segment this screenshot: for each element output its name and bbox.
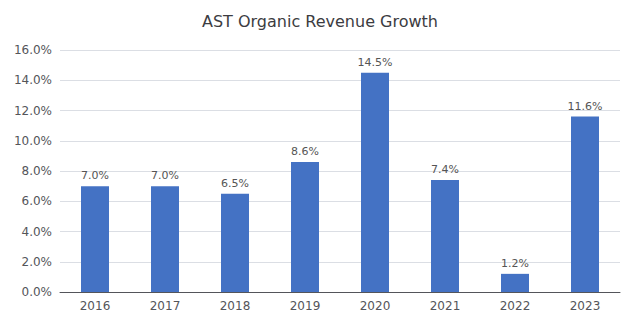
svg-text:7.4%: 7.4% (431, 163, 459, 176)
svg-text:2019: 2019 (290, 299, 321, 313)
svg-text:2022: 2022 (500, 299, 531, 313)
svg-text:2021: 2021 (430, 299, 461, 313)
svg-text:2020: 2020 (360, 299, 391, 313)
svg-text:7.0%: 7.0% (151, 169, 179, 182)
svg-text:10.0%: 10.0% (14, 134, 52, 148)
svg-text:4.0%: 4.0% (22, 225, 53, 239)
svg-text:1.2%: 1.2% (501, 257, 529, 270)
svg-text:11.6%: 11.6% (568, 100, 603, 113)
svg-text:AST Organic Revenue Growth: AST Organic Revenue Growth (202, 12, 438, 31)
svg-text:0.0%: 0.0% (22, 285, 53, 299)
svg-text:2023: 2023 (570, 299, 601, 313)
svg-text:7.0%: 7.0% (81, 169, 109, 182)
svg-text:14.5%: 14.5% (358, 56, 393, 69)
svg-text:2018: 2018 (220, 299, 251, 313)
svg-text:8.6%: 8.6% (291, 145, 319, 158)
svg-text:8.0%: 8.0% (22, 164, 53, 178)
svg-text:2017: 2017 (150, 299, 181, 313)
svg-text:6.0%: 6.0% (22, 194, 53, 208)
svg-text:16.0%: 16.0% (14, 43, 52, 57)
svg-text:12.0%: 12.0% (14, 104, 52, 118)
svg-text:2.0%: 2.0% (22, 255, 53, 269)
svg-text:2016: 2016 (80, 299, 111, 313)
svg-text:14.0%: 14.0% (14, 73, 52, 87)
svg-text:6.5%: 6.5% (221, 177, 249, 190)
